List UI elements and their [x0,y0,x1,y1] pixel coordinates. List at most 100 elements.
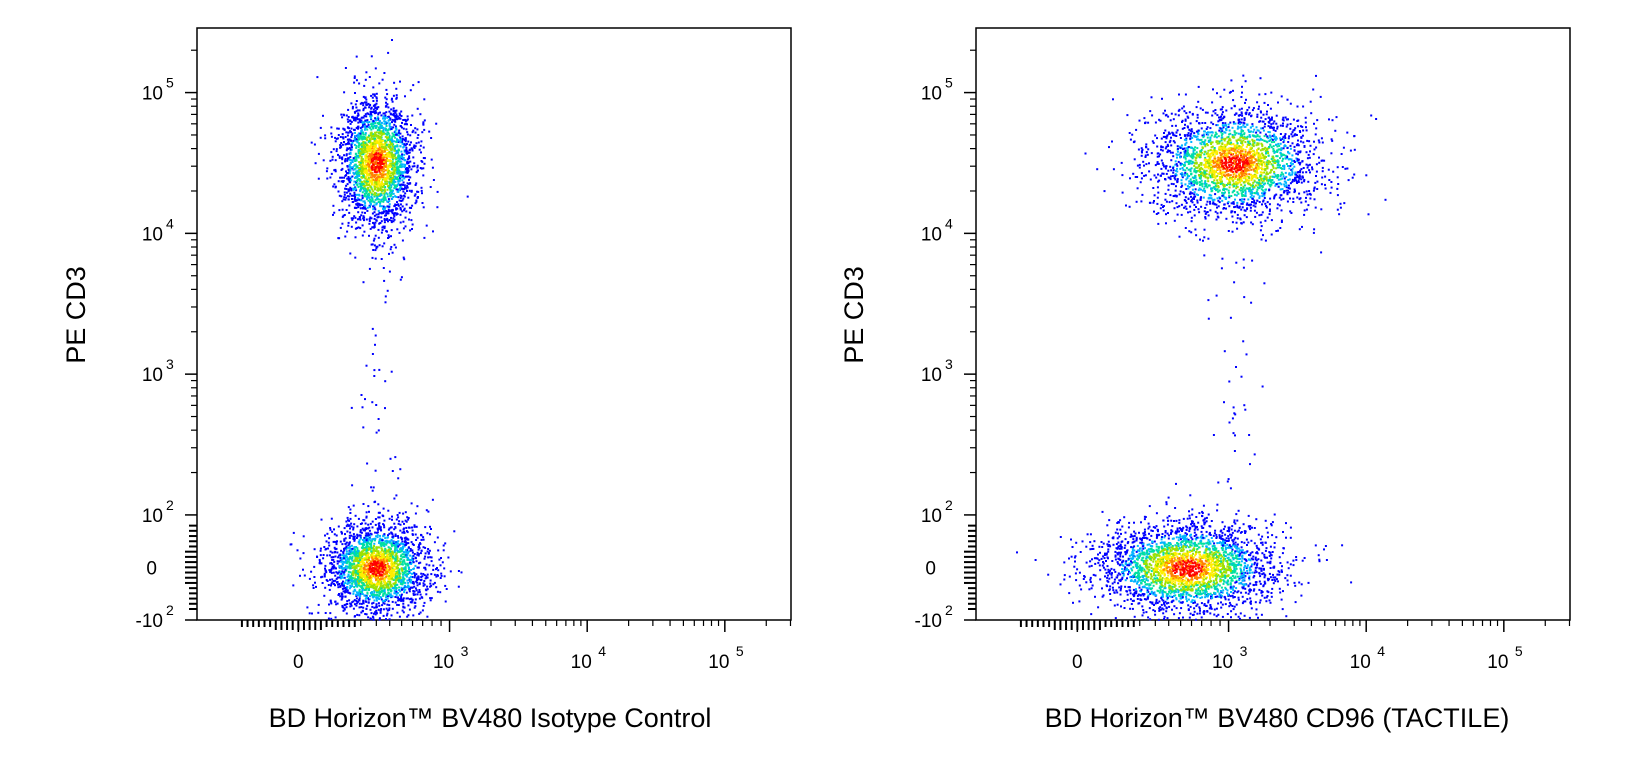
event-dot [422,167,425,170]
event-dot [421,596,424,599]
event-dot [348,169,350,172]
event-dot [407,538,410,541]
event-dot [1228,205,1231,208]
event-dot [330,571,333,574]
event-dot [426,576,429,579]
event-dot [390,210,393,212]
event-dot [386,177,389,180]
event-dot [386,137,389,140]
event-dot [379,189,382,192]
event-dot [439,591,442,594]
event-dot [354,199,357,202]
event-dot [388,182,391,185]
event-dot [393,215,396,218]
event-dot [392,573,395,576]
event-dot [362,543,365,546]
event-dot [407,175,410,178]
event-dot [366,560,369,563]
event-dot [375,126,377,129]
event-dot [391,135,394,138]
event-dot [396,140,399,142]
event-dot [389,550,392,553]
event-dot [338,583,341,585]
event-dot [379,111,381,114]
event-dot [371,125,374,128]
event-dot [400,110,403,113]
event-dot [391,587,394,590]
event-dot [411,559,414,562]
event-dot [354,571,357,574]
event-dot [357,584,360,587]
event-dot [354,514,357,517]
event-dot [371,605,374,608]
event-dot [353,588,356,591]
event-dot [415,539,418,541]
event-dot [404,171,407,174]
event-dot [390,562,393,565]
event-dot [377,516,380,519]
event-dot [356,613,359,616]
event-dot [391,147,394,150]
event-dot [376,583,379,586]
event-dot [360,119,363,122]
event-dot [383,196,386,199]
event-dot [353,77,356,79]
event-dot [383,562,385,565]
event-dot [344,559,347,562]
event-dot [361,194,364,197]
event-dot [376,185,378,188]
event-dot [401,239,404,242]
event-dot [344,136,347,138]
event-dot [375,245,378,248]
event-dot [365,192,368,195]
event-dot [407,161,410,164]
event-dot [351,585,354,588]
event-dot [369,567,372,570]
event-dot [395,163,398,166]
event-dot [376,576,379,579]
event-dot [376,565,379,568]
event-dot [394,166,397,169]
event-dot [396,145,398,148]
event-dot [394,180,397,183]
event-dot [410,581,413,584]
event-dot [371,327,374,330]
event-dot [334,540,337,543]
event-dot [395,494,398,497]
event-dot [357,226,360,229]
event-dot [364,127,367,130]
event-dot [306,606,309,609]
event-dot [404,170,407,173]
event-dot [1353,148,1356,151]
event-dot [366,578,369,581]
event-dot [372,586,375,588]
event-dot [423,601,426,604]
event-dot [402,543,405,546]
event-dot [423,236,426,239]
event-dot [369,172,372,175]
event-dot [329,528,332,531]
event-dot [358,554,361,557]
event-dot [319,549,322,552]
event-dot [384,159,387,162]
event-dot [290,543,293,546]
event-dot [383,210,385,213]
event-dot [416,136,419,139]
event-dot [352,504,355,507]
event-dot [388,604,391,607]
event-dot [380,545,383,548]
event-dot [362,549,365,552]
event-dot [359,132,362,135]
event-dot [310,141,313,144]
event-dot [377,149,380,152]
event-dot [392,217,395,220]
event-dot [398,572,401,575]
event-dot [402,176,404,179]
event-dot [352,572,355,574]
event-dot [352,607,355,610]
event-dot [392,126,395,129]
event-dot [382,170,385,173]
event-dot [391,182,394,185]
event-dot [388,608,391,611]
event-dot [383,526,386,529]
